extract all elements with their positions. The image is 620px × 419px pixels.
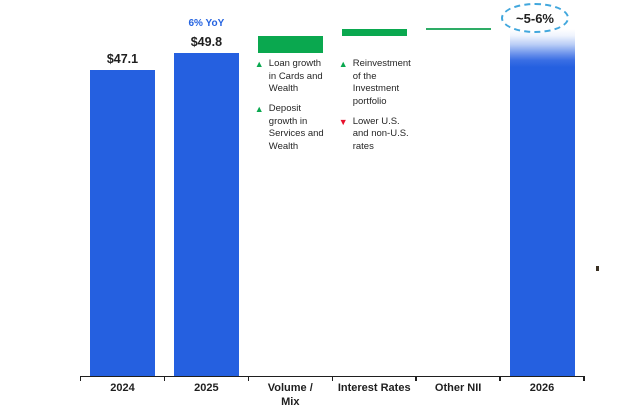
bar-2025 [173, 52, 239, 376]
axis-label-2026: 2026 [529, 382, 555, 394]
triangle-up-icon: ▲ [338, 59, 348, 69]
triangle-up-icon: ▲ [254, 103, 264, 114]
axis-label-interest-rates: Interest Rates [337, 382, 411, 394]
annotation-text: Lower U.S. and non-U.S. rates [352, 115, 409, 152]
annotation-group-interest-rates: ▲ Reinvestment of the Investment portfoli… [339, 58, 415, 160]
bar-2024 [89, 70, 155, 376]
annotation-text: Deposit growth in Services and Wealth [268, 102, 324, 152]
annotation-group-volume-mix: ▲ Loan growth in Cards and Wealth ▲ Deposit… [255, 58, 331, 160]
projection-target-oval: ~5-6% [501, 3, 570, 33]
bar-value-label-2024: $47.1 [106, 52, 139, 67]
bar-volume-mix [257, 36, 323, 53]
x-axis-tick [247, 376, 250, 381]
yoy-growth-label: 6% YoY [188, 17, 225, 29]
projection-target-label: ~5-6% [516, 10, 554, 26]
annotation-text: Reinvestment of the Investment portfolio [352, 58, 411, 107]
annotation-text: Loan growth in Cards and Wealth [268, 58, 323, 95]
x-axis-tick [415, 376, 417, 381]
annotation-item: ▼ Lower U.S. and non-U.S. rates [339, 116, 415, 154]
stray-mark [596, 266, 599, 271]
x-axis-tick [163, 376, 166, 381]
x-axis-tick [499, 376, 501, 381]
axis-label-other-nii: Other NII [434, 382, 482, 394]
bar-other-nii [425, 28, 491, 31]
axis-label-volume-mix: Volume / Mix [267, 382, 313, 408]
bar-value-label-2025: $49.8 [190, 34, 223, 49]
bar-2026 [509, 29, 575, 376]
axis-label-2025: 2025 [194, 382, 219, 394]
annotation-item: ▲ Loan growth in Cards and Wealth [255, 58, 331, 96]
triangle-up-icon: ▲ [254, 59, 264, 69]
x-axis-tick [331, 376, 333, 381]
annotation-item: ▲ Reinvestment of the Investment portfoli… [339, 58, 415, 109]
triangle-down-icon: ▼ [338, 116, 348, 127]
x-axis-tick [583, 376, 585, 381]
x-axis-tick [79, 376, 82, 381]
bar-interest-rates [341, 29, 407, 37]
axis-label-2024: 2024 [110, 382, 135, 394]
annotation-item: ▲ Deposit growth in Services and Wealth [255, 103, 331, 154]
